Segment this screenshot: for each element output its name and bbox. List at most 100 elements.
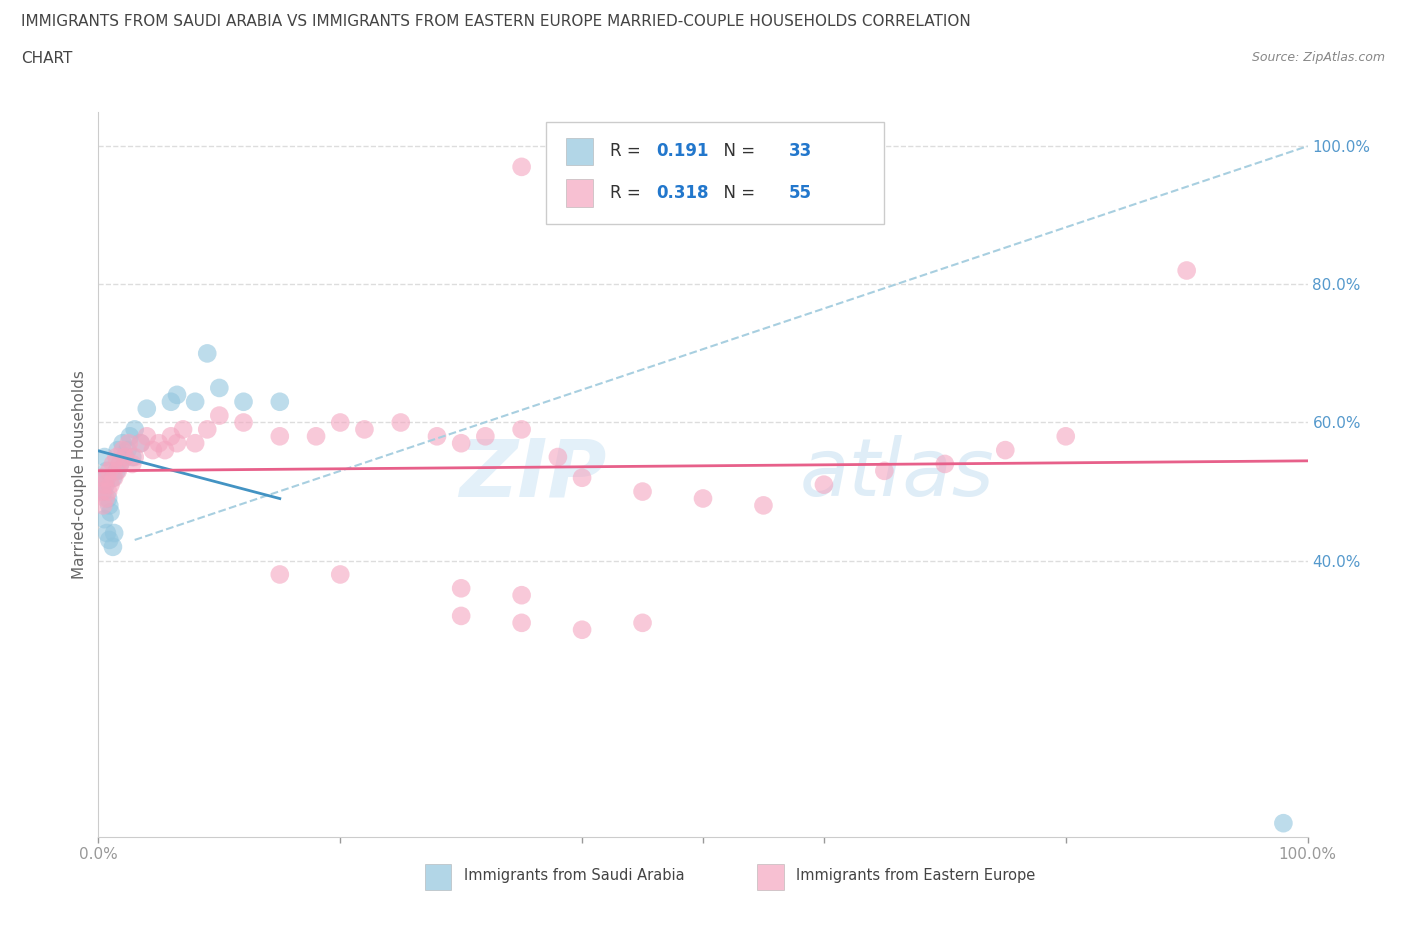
Point bbox=[184, 394, 207, 409]
Point bbox=[153, 443, 176, 458]
Point bbox=[510, 588, 533, 603]
Point bbox=[98, 463, 121, 478]
Point bbox=[305, 429, 328, 444]
Point bbox=[329, 415, 352, 430]
Point bbox=[129, 436, 152, 451]
Text: Immigrants from Eastern Europe: Immigrants from Eastern Europe bbox=[796, 868, 1035, 883]
Point bbox=[389, 415, 412, 430]
Point bbox=[232, 394, 254, 409]
Text: N =: N = bbox=[713, 142, 761, 161]
Point bbox=[1054, 429, 1077, 444]
Point bbox=[135, 401, 157, 416]
Point bbox=[93, 477, 115, 492]
Point bbox=[148, 436, 170, 451]
FancyBboxPatch shape bbox=[567, 179, 593, 206]
Point bbox=[124, 449, 146, 464]
Point bbox=[108, 457, 131, 472]
Point bbox=[329, 567, 352, 582]
Point bbox=[752, 498, 775, 512]
Point bbox=[91, 471, 114, 485]
Point bbox=[232, 415, 254, 430]
Y-axis label: Married-couple Households: Married-couple Households bbox=[72, 370, 87, 578]
Point bbox=[100, 477, 122, 492]
Point bbox=[93, 449, 115, 464]
Point bbox=[195, 422, 218, 437]
Point bbox=[269, 567, 291, 582]
Point bbox=[93, 512, 115, 526]
Point bbox=[208, 380, 231, 395]
Point bbox=[547, 449, 569, 464]
Point bbox=[631, 485, 654, 499]
Point bbox=[510, 422, 533, 437]
Text: R =: R = bbox=[610, 142, 645, 161]
Point bbox=[118, 429, 141, 444]
Point bbox=[96, 471, 118, 485]
Point bbox=[571, 622, 593, 637]
Point bbox=[121, 449, 143, 464]
FancyBboxPatch shape bbox=[758, 864, 785, 890]
Point bbox=[1175, 263, 1198, 278]
Point bbox=[101, 457, 124, 472]
Point bbox=[160, 394, 183, 409]
Point bbox=[172, 422, 194, 437]
Point bbox=[631, 616, 654, 631]
Point bbox=[90, 471, 112, 485]
Text: N =: N = bbox=[713, 184, 761, 202]
FancyBboxPatch shape bbox=[425, 864, 451, 890]
Point bbox=[873, 463, 896, 478]
Point bbox=[118, 436, 141, 451]
Point bbox=[105, 449, 128, 464]
Point bbox=[450, 581, 472, 596]
Point bbox=[692, 491, 714, 506]
Point bbox=[129, 436, 152, 451]
Point bbox=[184, 436, 207, 451]
Point bbox=[166, 388, 188, 403]
Point bbox=[105, 463, 128, 478]
Point bbox=[135, 429, 157, 444]
Text: ZIP: ZIP bbox=[458, 435, 606, 513]
Point bbox=[813, 477, 835, 492]
Point bbox=[91, 485, 114, 499]
Point bbox=[510, 159, 533, 174]
Point bbox=[111, 436, 134, 451]
Point bbox=[117, 443, 139, 458]
Text: Source: ZipAtlas.com: Source: ZipAtlas.com bbox=[1251, 51, 1385, 64]
Point bbox=[195, 346, 218, 361]
Point bbox=[114, 449, 136, 464]
Point bbox=[450, 608, 472, 623]
Point bbox=[111, 443, 134, 458]
Point bbox=[160, 429, 183, 444]
Point bbox=[98, 533, 121, 548]
Point bbox=[142, 443, 165, 458]
Point bbox=[166, 436, 188, 451]
Text: 0.191: 0.191 bbox=[655, 142, 709, 161]
Point bbox=[107, 443, 129, 458]
Point bbox=[571, 471, 593, 485]
Point bbox=[91, 498, 114, 512]
Point bbox=[114, 449, 136, 464]
Point bbox=[474, 429, 496, 444]
Point bbox=[426, 429, 449, 444]
Point bbox=[269, 429, 291, 444]
Point bbox=[94, 477, 117, 492]
Point bbox=[107, 463, 129, 478]
Point bbox=[269, 394, 291, 409]
Text: 0.318: 0.318 bbox=[655, 184, 709, 202]
Point bbox=[97, 485, 120, 499]
Point bbox=[103, 471, 125, 485]
Point bbox=[1272, 816, 1295, 830]
Text: atlas: atlas bbox=[800, 435, 994, 513]
Text: 33: 33 bbox=[789, 142, 813, 161]
Point bbox=[96, 525, 118, 540]
Point bbox=[208, 408, 231, 423]
Point bbox=[97, 491, 120, 506]
Point bbox=[108, 457, 131, 472]
Point bbox=[91, 485, 114, 499]
Point bbox=[934, 457, 956, 472]
Point bbox=[121, 457, 143, 472]
Point bbox=[450, 436, 472, 451]
Point bbox=[98, 498, 121, 512]
Point bbox=[124, 422, 146, 437]
Point bbox=[994, 443, 1017, 458]
FancyBboxPatch shape bbox=[546, 123, 884, 224]
